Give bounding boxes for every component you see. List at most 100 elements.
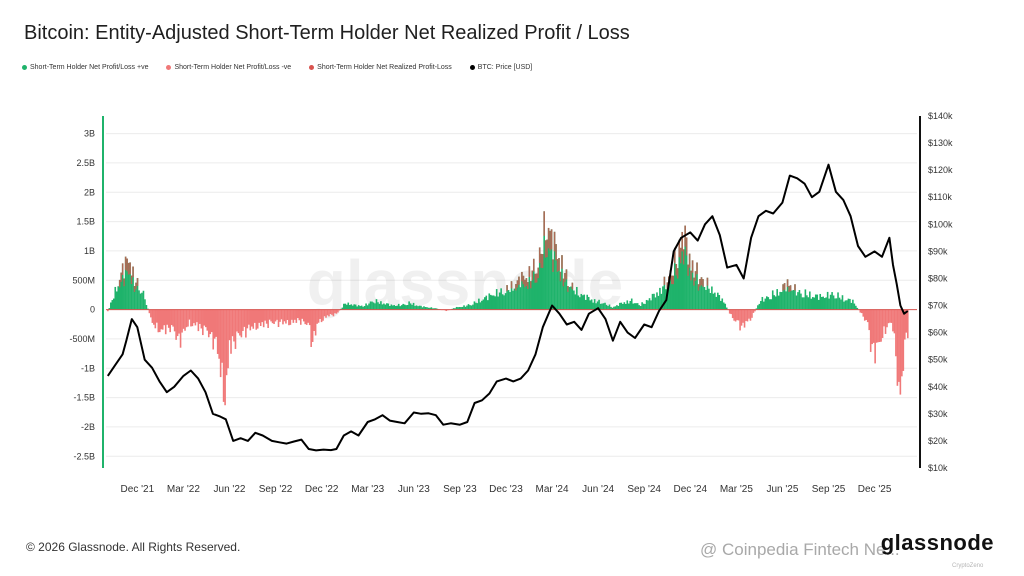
net-realized-bar xyxy=(678,239,681,258)
x-tick-label: Sep '24 xyxy=(627,484,661,495)
profit-bar xyxy=(685,237,688,310)
loss-bar xyxy=(151,309,154,323)
legend-item-negative[interactable]: Short-Term Holder Net Profit/Loss -ve xyxy=(166,64,291,71)
loss-bar xyxy=(242,309,244,331)
profit-bar xyxy=(696,262,698,310)
glassnode-logo: glassnode xyxy=(880,530,994,555)
loss-bar xyxy=(150,309,152,318)
profit-bar xyxy=(141,292,143,310)
profit-bar xyxy=(786,279,789,310)
profit-bar xyxy=(668,276,670,310)
profit-bar xyxy=(837,292,839,310)
copyright-text: © 2026 Glassnode. All Rights Reserved. xyxy=(26,540,241,554)
profit-bar xyxy=(544,240,547,310)
profit-bar xyxy=(828,298,830,310)
loss-bar xyxy=(733,309,735,321)
profit-bar xyxy=(853,303,856,310)
loss-bar xyxy=(206,309,209,331)
profit-bar xyxy=(773,295,776,310)
right-tick-label: $100k xyxy=(928,219,953,229)
profit-bar xyxy=(702,279,704,310)
net-realized-bar xyxy=(696,262,698,275)
profit-bar xyxy=(515,284,517,310)
profit-bar xyxy=(671,275,673,310)
profit-bar xyxy=(850,302,853,310)
profit-bar xyxy=(403,304,406,310)
profit-bar xyxy=(132,266,134,310)
loss-bar xyxy=(252,309,255,329)
loss-bar xyxy=(274,309,277,322)
loss-bar xyxy=(869,309,872,352)
left-tick-label: 2.5B xyxy=(76,158,95,168)
profit-bar xyxy=(467,304,470,310)
net-realized-bar xyxy=(120,272,123,282)
loss-bar xyxy=(877,309,879,343)
legend-item-price[interactable]: BTC: Price [USD] xyxy=(469,64,532,71)
profit-bar xyxy=(840,299,842,310)
loss-bar xyxy=(314,309,317,336)
loss-bar xyxy=(191,309,194,327)
loss-bar xyxy=(255,309,258,330)
profit-bar xyxy=(705,289,707,310)
profit-bar xyxy=(633,303,636,310)
profit-bar xyxy=(847,298,850,310)
profit-bar xyxy=(568,287,571,310)
profit-bar xyxy=(138,290,140,310)
loss-bar xyxy=(298,309,301,321)
profit-bar xyxy=(458,306,461,310)
profit-bar xyxy=(394,306,397,310)
loss-bar xyxy=(316,309,318,324)
profit-bar xyxy=(639,306,642,310)
profit-bar xyxy=(758,303,761,310)
net-realized-bar xyxy=(671,275,673,285)
loss-bar xyxy=(862,309,865,317)
profit-bar xyxy=(133,286,136,310)
loss-bar xyxy=(294,309,296,320)
profit-bar xyxy=(497,296,499,310)
net-realized-bar xyxy=(702,279,704,287)
profit-bar xyxy=(673,247,676,310)
btc-price-line xyxy=(106,163,909,452)
profit-bar xyxy=(714,292,716,310)
profit-bar xyxy=(764,298,767,310)
net-realized-bar xyxy=(675,264,678,276)
profit-bar xyxy=(576,286,578,310)
left-tick-label: 0 xyxy=(90,305,95,315)
profit-bar xyxy=(470,305,473,310)
profit-bar xyxy=(549,230,551,310)
profit-bar xyxy=(831,292,833,310)
loss-bar xyxy=(742,309,744,323)
left-tick-label: 500M xyxy=(72,275,95,285)
net-realized-bar xyxy=(685,237,688,256)
net-realized-bar xyxy=(515,284,517,291)
loss-bar xyxy=(277,309,280,328)
profit-bar xyxy=(112,298,115,310)
profit-bar xyxy=(645,299,648,310)
profit-bar xyxy=(581,295,584,310)
x-tick-label: Jun '25 xyxy=(766,484,798,495)
loss-bar xyxy=(251,309,253,327)
legend-item-net[interactable]: Short-Term Holder Net Realized Profit-Lo… xyxy=(309,64,452,71)
profit-bar xyxy=(504,293,507,310)
net-realized-bar xyxy=(682,249,685,265)
profit-bar xyxy=(577,295,580,310)
profit-bar xyxy=(814,294,817,310)
left-tick-label: -2.5B xyxy=(73,451,95,461)
loss-bar xyxy=(261,309,263,323)
left-tick-label: 2B xyxy=(84,187,95,197)
profit-bar xyxy=(344,303,347,310)
loss-bar xyxy=(445,309,448,312)
profit-bar xyxy=(629,300,632,310)
x-axis-ticks: Dec '21 Mar '22 Jun '22 Sep '22 Dec '22 Mar '… xyxy=(121,484,892,495)
loss-bar xyxy=(745,309,747,321)
profit-bar xyxy=(614,306,617,310)
loss-bar xyxy=(899,309,902,395)
profit-bar xyxy=(475,302,477,310)
profit-bar xyxy=(519,287,522,310)
legend-item-positive[interactable]: Short-Term Holder Net Profit/Loss +ve xyxy=(22,64,148,71)
net-realized-bar xyxy=(700,277,703,286)
profit-bar xyxy=(391,305,394,310)
profit-bar xyxy=(690,270,692,310)
profit-bar xyxy=(610,306,612,310)
loss-bar xyxy=(322,309,324,321)
